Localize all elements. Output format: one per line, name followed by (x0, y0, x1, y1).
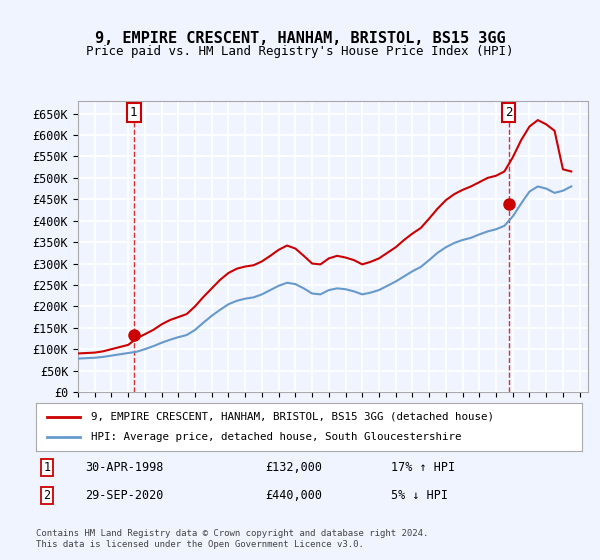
Text: £440,000: £440,000 (265, 489, 322, 502)
Text: 17% ↑ HPI: 17% ↑ HPI (391, 461, 455, 474)
Text: 5% ↓ HPI: 5% ↓ HPI (391, 489, 448, 502)
Text: 29-SEP-2020: 29-SEP-2020 (85, 489, 164, 502)
Text: 1: 1 (130, 106, 137, 119)
Text: 30-APR-1998: 30-APR-1998 (85, 461, 164, 474)
Text: Contains HM Land Registry data © Crown copyright and database right 2024.
This d: Contains HM Land Registry data © Crown c… (36, 529, 428, 549)
Text: HPI: Average price, detached house, South Gloucestershire: HPI: Average price, detached house, Sout… (91, 432, 461, 442)
Text: 9, EMPIRE CRESCENT, HANHAM, BRISTOL, BS15 3GG: 9, EMPIRE CRESCENT, HANHAM, BRISTOL, BS1… (95, 31, 505, 46)
Text: Price paid vs. HM Land Registry's House Price Index (HPI): Price paid vs. HM Land Registry's House … (86, 45, 514, 58)
Text: 2: 2 (505, 106, 512, 119)
Text: £132,000: £132,000 (265, 461, 322, 474)
Text: 9, EMPIRE CRESCENT, HANHAM, BRISTOL, BS15 3GG (detached house): 9, EMPIRE CRESCENT, HANHAM, BRISTOL, BS1… (91, 412, 494, 422)
Text: 1: 1 (43, 461, 50, 474)
Text: 2: 2 (43, 489, 50, 502)
